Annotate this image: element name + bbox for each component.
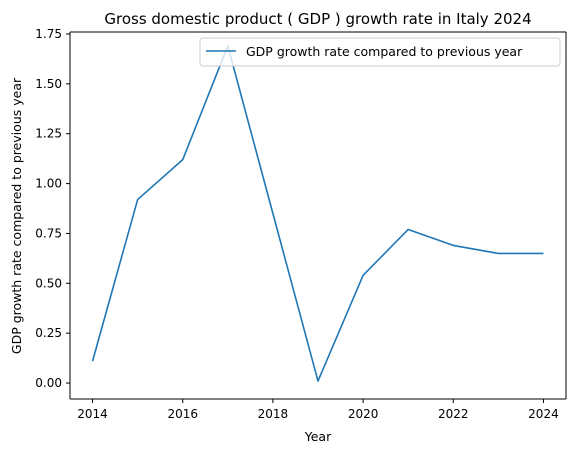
y-axis-ticks: 0.00 0.25 0.50 0.75 1.00 1.25 1.50 1.75 — [35, 27, 70, 390]
plot-area — [70, 32, 566, 399]
x-tick-label: 2020 — [348, 407, 379, 421]
plot-background — [70, 32, 566, 399]
legend: GDP growth rate compared to previous yea… — [199, 37, 561, 67]
y-tick-label: 1.50 — [35, 77, 62, 91]
x-tick-label: 2022 — [438, 407, 469, 421]
series-layer — [91, 45, 544, 382]
x-tick-label: 2014 — [77, 407, 108, 421]
x-tick-label: 2018 — [258, 407, 289, 421]
y-axis-title: GDP growth rate compared to previous yea… — [9, 77, 24, 354]
x-axis-ticks: 2014 2016 2018 2020 2022 2024 — [77, 399, 559, 421]
y-tick-label: 0.00 — [35, 376, 62, 390]
y-tick-label: 1.25 — [35, 127, 62, 141]
axes-frame — [69, 31, 567, 400]
y-tick-label: 1.75 — [35, 27, 62, 41]
y-tick-label: 0.50 — [35, 276, 62, 290]
x-tick-label: 2024 — [528, 407, 559, 421]
y-tick-label: 0.75 — [35, 226, 62, 240]
legend-box — [199, 37, 561, 67]
y-tick-label: 0.25 — [35, 326, 62, 340]
legend-label: GDP growth rate compared to previous yea… — [246, 44, 523, 59]
y-tick-label: 1.00 — [35, 177, 62, 191]
x-tick-label: 2016 — [167, 407, 198, 421]
chart-title: Gross domestic product ( GDP ) growth ra… — [104, 10, 531, 28]
x-axis-title: Year — [304, 429, 332, 444]
